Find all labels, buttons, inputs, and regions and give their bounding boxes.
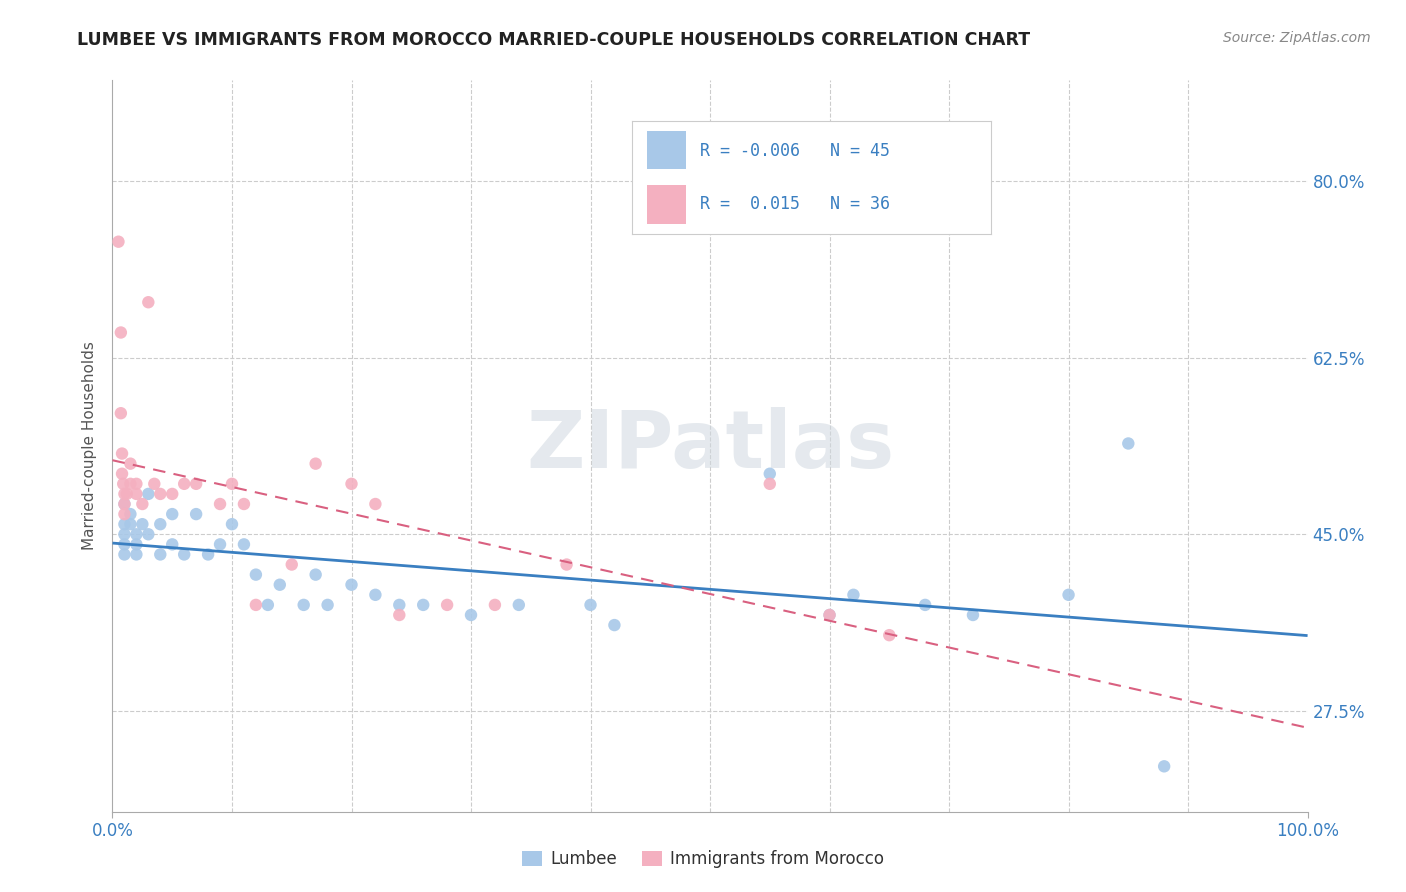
Point xyxy=(221,476,243,491)
Point xyxy=(1153,759,1175,773)
Point xyxy=(245,567,267,582)
Point xyxy=(364,588,387,602)
Point xyxy=(149,548,172,562)
Point xyxy=(114,548,135,562)
Point xyxy=(138,295,160,310)
Point xyxy=(186,507,208,521)
Point xyxy=(162,507,183,521)
Point xyxy=(305,567,328,582)
Point xyxy=(340,476,363,491)
Point xyxy=(162,487,183,501)
Point xyxy=(125,537,148,551)
Point xyxy=(111,446,134,460)
Point xyxy=(759,467,782,481)
Point xyxy=(112,476,135,491)
Point xyxy=(508,598,530,612)
Point xyxy=(131,517,153,532)
Point xyxy=(555,558,578,572)
Point xyxy=(114,497,135,511)
Point xyxy=(173,548,195,562)
Point xyxy=(114,537,135,551)
Point xyxy=(110,406,132,420)
Point xyxy=(364,497,387,511)
Point xyxy=(209,537,232,551)
Point xyxy=(186,476,208,491)
Point xyxy=(120,476,142,491)
Point xyxy=(110,326,132,340)
Point xyxy=(759,476,782,491)
Point xyxy=(173,476,195,491)
Point xyxy=(412,598,434,612)
Point xyxy=(114,527,135,541)
Point xyxy=(962,607,984,622)
Point xyxy=(603,618,626,632)
Point xyxy=(245,598,267,612)
Point xyxy=(233,537,256,551)
Text: ZIPatlas: ZIPatlas xyxy=(526,407,894,485)
Point xyxy=(138,487,160,501)
Y-axis label: Married-couple Households: Married-couple Households xyxy=(82,342,97,550)
Point xyxy=(120,507,142,521)
Point xyxy=(1057,588,1080,602)
Point xyxy=(340,578,363,592)
Point xyxy=(125,487,148,501)
Point xyxy=(197,548,219,562)
Point xyxy=(484,598,506,612)
Point xyxy=(316,598,339,612)
Point xyxy=(125,548,148,562)
Point xyxy=(143,476,166,491)
Point xyxy=(818,607,841,622)
Point xyxy=(107,235,129,249)
Point xyxy=(114,517,135,532)
Point xyxy=(111,467,134,481)
Point xyxy=(388,607,411,622)
Point xyxy=(879,628,901,642)
Point xyxy=(842,588,865,602)
Point xyxy=(209,497,232,511)
Point xyxy=(460,607,482,622)
Point xyxy=(125,476,148,491)
Point xyxy=(114,497,135,511)
Point xyxy=(149,487,172,501)
Point xyxy=(138,527,160,541)
Point xyxy=(221,517,243,532)
Point xyxy=(818,607,841,622)
Point xyxy=(281,558,304,572)
Point xyxy=(233,497,256,511)
Point xyxy=(115,487,138,501)
Point xyxy=(131,497,153,511)
Point xyxy=(120,457,142,471)
Legend: Lumbee, Immigrants from Morocco: Lumbee, Immigrants from Morocco xyxy=(515,844,891,875)
Point xyxy=(120,517,142,532)
Point xyxy=(162,537,183,551)
Point xyxy=(914,598,936,612)
Text: LUMBEE VS IMMIGRANTS FROM MOROCCO MARRIED-COUPLE HOUSEHOLDS CORRELATION CHART: LUMBEE VS IMMIGRANTS FROM MOROCCO MARRIE… xyxy=(77,31,1031,49)
Point xyxy=(305,457,328,471)
Point xyxy=(257,598,280,612)
Text: Source: ZipAtlas.com: Source: ZipAtlas.com xyxy=(1223,31,1371,45)
Point xyxy=(1118,436,1140,450)
Point xyxy=(125,527,148,541)
Point xyxy=(388,598,411,612)
Point xyxy=(149,517,172,532)
Point xyxy=(114,487,135,501)
Point xyxy=(579,598,602,612)
Point xyxy=(292,598,315,612)
Point xyxy=(114,507,135,521)
Point xyxy=(436,598,458,612)
Point xyxy=(269,578,291,592)
